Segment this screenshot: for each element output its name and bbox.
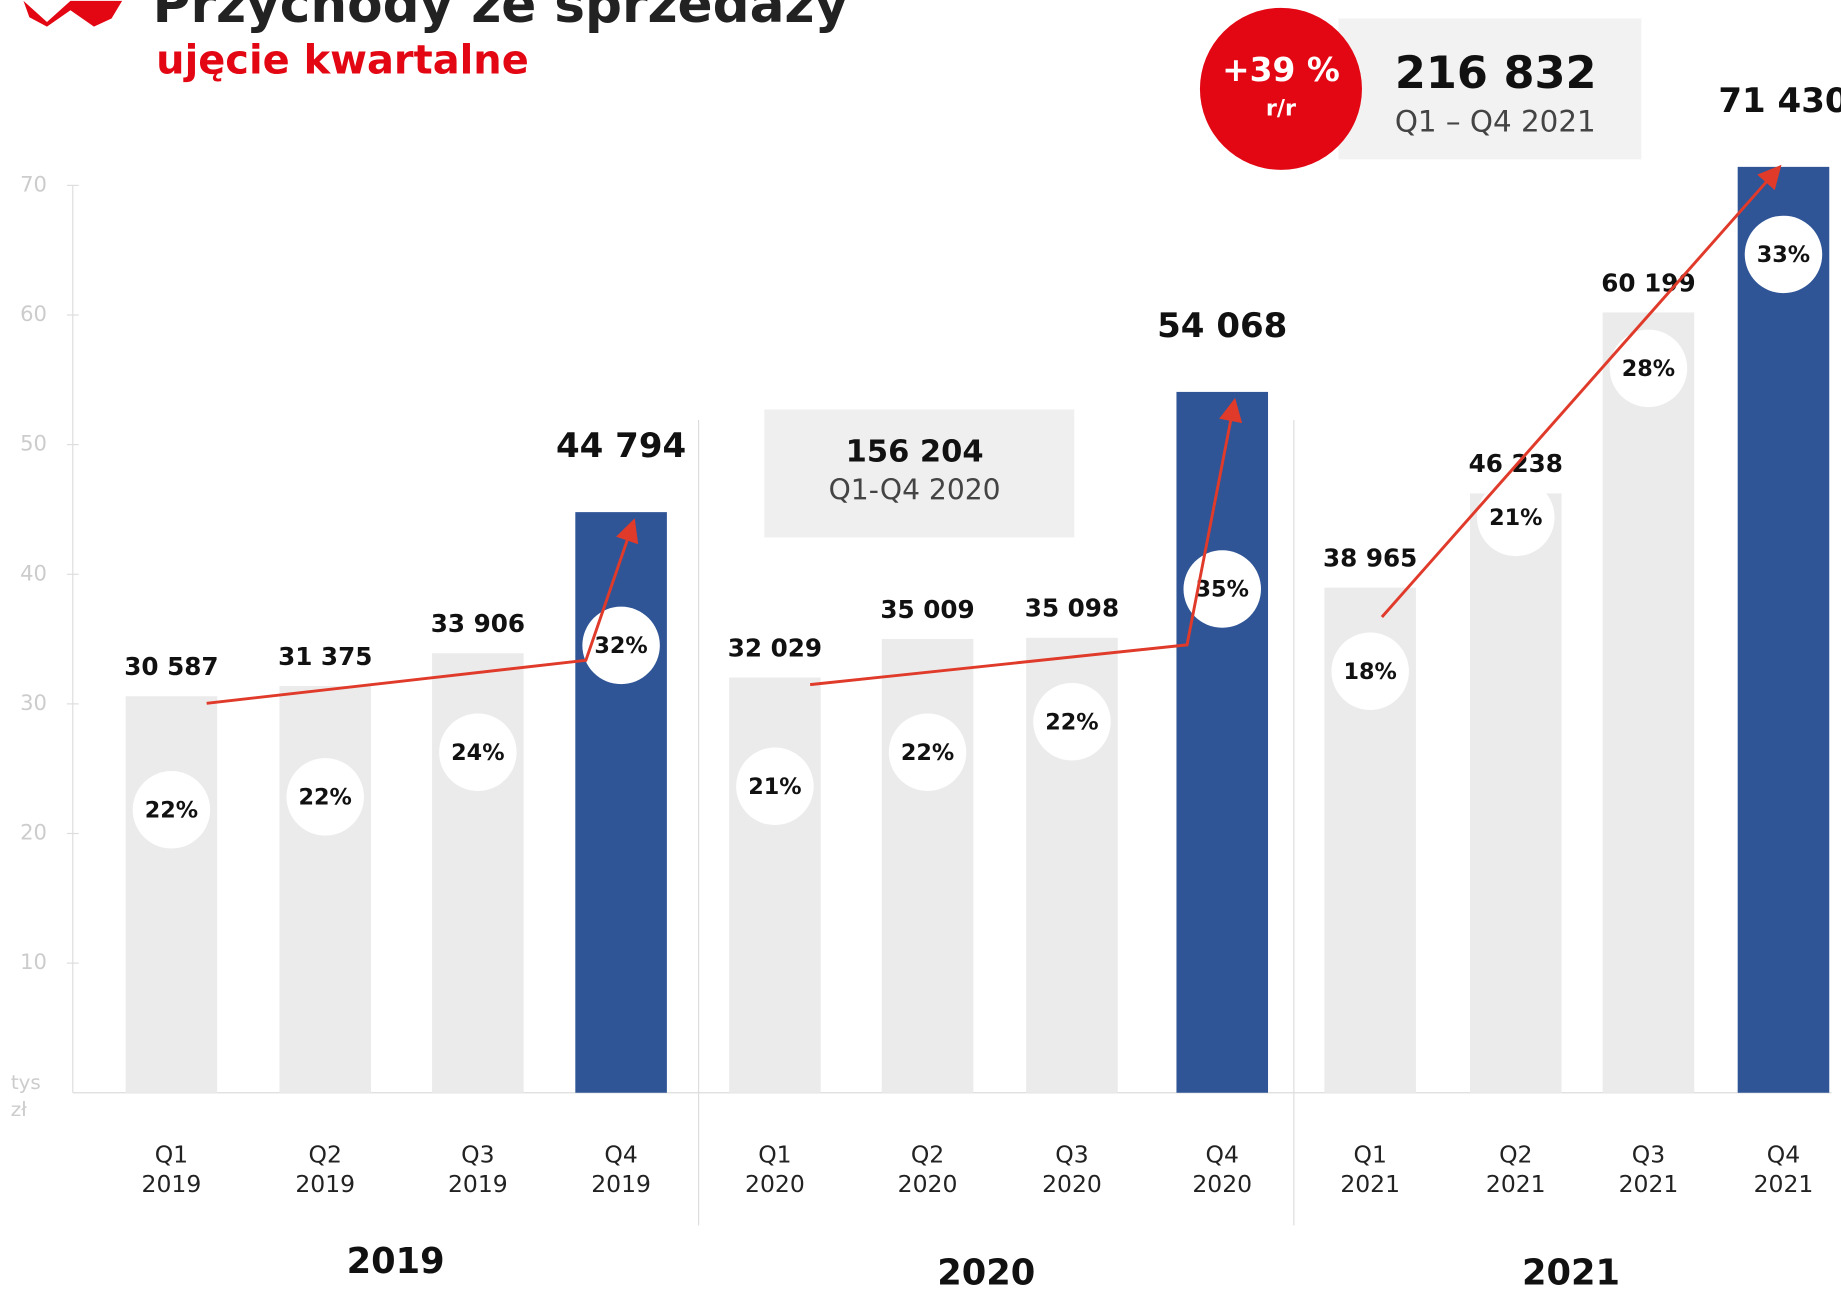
value-label: 30 587 bbox=[124, 652, 218, 681]
y-tick-label: 30 bbox=[20, 690, 47, 715]
x-tick-label: 2020 bbox=[898, 1170, 958, 1198]
share-badge bbox=[439, 713, 517, 792]
share-badge bbox=[286, 758, 364, 836]
x-tick-label: Q3 bbox=[461, 1141, 494, 1169]
x-tick-label: Q3 bbox=[1055, 1141, 1088, 1169]
share-label: 22% bbox=[901, 740, 954, 766]
share-badge bbox=[1744, 215, 1823, 294]
growth-badge bbox=[1199, 7, 1362, 170]
share-label: 22% bbox=[299, 785, 352, 811]
trend-arrow bbox=[809, 397, 1243, 687]
year-label: 2021 bbox=[1522, 1253, 1620, 1292]
total-box bbox=[764, 409, 1075, 538]
share-label: 22% bbox=[145, 797, 198, 823]
share-badge bbox=[736, 747, 814, 826]
bar bbox=[125, 696, 218, 1093]
y-tick-label: 10 bbox=[20, 949, 47, 974]
y-tick-label: 70 bbox=[20, 171, 47, 196]
total-label: Q1-Q4 2020 bbox=[829, 474, 1001, 507]
chart-subtitle: ujęcie kwartalne bbox=[156, 38, 529, 84]
value-label: 33 906 bbox=[431, 609, 525, 638]
share-badge bbox=[1033, 682, 1111, 761]
share-label: 35% bbox=[1196, 577, 1249, 603]
share-badge bbox=[1331, 632, 1409, 710]
x-tick-label: Q4 bbox=[1767, 1141, 1800, 1169]
logo bbox=[23, 0, 123, 27]
bar bbox=[279, 686, 372, 1093]
x-tick-label: Q3 bbox=[1632, 1141, 1665, 1169]
bar bbox=[1176, 391, 1269, 1093]
x-tick-label: Q4 bbox=[604, 1141, 637, 1169]
growth-label: r/r bbox=[1266, 95, 1296, 121]
value-label: 31 375 bbox=[278, 642, 372, 671]
x-tick-label: Q2 bbox=[911, 1141, 944, 1169]
year-label: 2020 bbox=[937, 1253, 1035, 1292]
x-tick-label: 2021 bbox=[1619, 1170, 1679, 1198]
total-value: 216 832 bbox=[1395, 47, 1597, 99]
x-tick-label: 2019 bbox=[591, 1170, 651, 1198]
x-tick-label: 2019 bbox=[448, 1170, 508, 1198]
bar bbox=[1602, 312, 1695, 1093]
y-tick-label: 20 bbox=[20, 820, 47, 845]
total-box bbox=[1338, 18, 1642, 160]
x-tick-label: 2020 bbox=[745, 1170, 805, 1198]
value-label: 44 794 bbox=[556, 426, 686, 466]
share-badge bbox=[132, 771, 211, 849]
x-tick-label: 2021 bbox=[1340, 1170, 1400, 1198]
bar bbox=[1737, 166, 1830, 1093]
share-label: 21% bbox=[1489, 505, 1542, 531]
share-badge bbox=[582, 606, 660, 685]
total-label: Q1 – Q4 2021 bbox=[1395, 104, 1596, 138]
value-label: 32 029 bbox=[728, 633, 822, 662]
total-value: 156 204 bbox=[846, 434, 984, 469]
share-label: 18% bbox=[1343, 659, 1396, 685]
chart-title: Przychody ze sprzedaży bbox=[153, 0, 849, 35]
x-tick-label: 2021 bbox=[1754, 1170, 1814, 1198]
bar bbox=[881, 638, 974, 1093]
value-label: 38 965 bbox=[1323, 543, 1417, 572]
y-tick-label: 60 bbox=[20, 301, 47, 326]
value-label: 60 199 bbox=[1601, 268, 1695, 297]
trend-arrow bbox=[1380, 164, 1782, 619]
x-tick-label: 2019 bbox=[295, 1170, 355, 1198]
y-axis-label: tys bbox=[11, 1070, 41, 1094]
x-tick-label: Q1 bbox=[758, 1141, 791, 1169]
x-tick-label: Q2 bbox=[1499, 1141, 1532, 1169]
x-tick-label: 2020 bbox=[1042, 1170, 1102, 1198]
year-label: 2019 bbox=[347, 1241, 445, 1282]
y-tick-label: 40 bbox=[20, 560, 47, 585]
share-badge bbox=[888, 713, 967, 792]
x-tick-label: 2020 bbox=[1192, 1170, 1252, 1198]
x-tick-label: Q4 bbox=[1206, 1141, 1239, 1169]
value-label: 35 009 bbox=[880, 595, 974, 624]
value-label: 71 430 bbox=[1718, 81, 1841, 121]
share-label: 22% bbox=[1045, 709, 1098, 735]
value-label: 54 068 bbox=[1157, 306, 1287, 346]
share-label: 32% bbox=[594, 633, 647, 659]
x-tick-label: 2021 bbox=[1486, 1170, 1546, 1198]
growth-value: +39 % bbox=[1222, 50, 1340, 89]
share-badge bbox=[1477, 478, 1555, 557]
x-tick-label: Q1 bbox=[155, 1141, 188, 1169]
y-tick-label: 50 bbox=[20, 431, 47, 456]
value-label: 35 098 bbox=[1025, 594, 1119, 623]
x-tick-label: Q2 bbox=[309, 1141, 342, 1169]
share-label: 21% bbox=[748, 774, 801, 800]
y-axis-label: zł bbox=[11, 1097, 27, 1121]
trend-arrow bbox=[206, 518, 639, 705]
x-tick-label: 2019 bbox=[142, 1170, 202, 1198]
x-tick-label: Q1 bbox=[1353, 1141, 1386, 1169]
bar bbox=[575, 512, 667, 1093]
share-label: 33% bbox=[1757, 242, 1810, 268]
share-badge bbox=[1609, 329, 1688, 408]
share-label: 28% bbox=[1622, 356, 1675, 382]
share-label: 24% bbox=[451, 740, 504, 766]
bar bbox=[729, 677, 821, 1093]
bar bbox=[1469, 493, 1562, 1093]
